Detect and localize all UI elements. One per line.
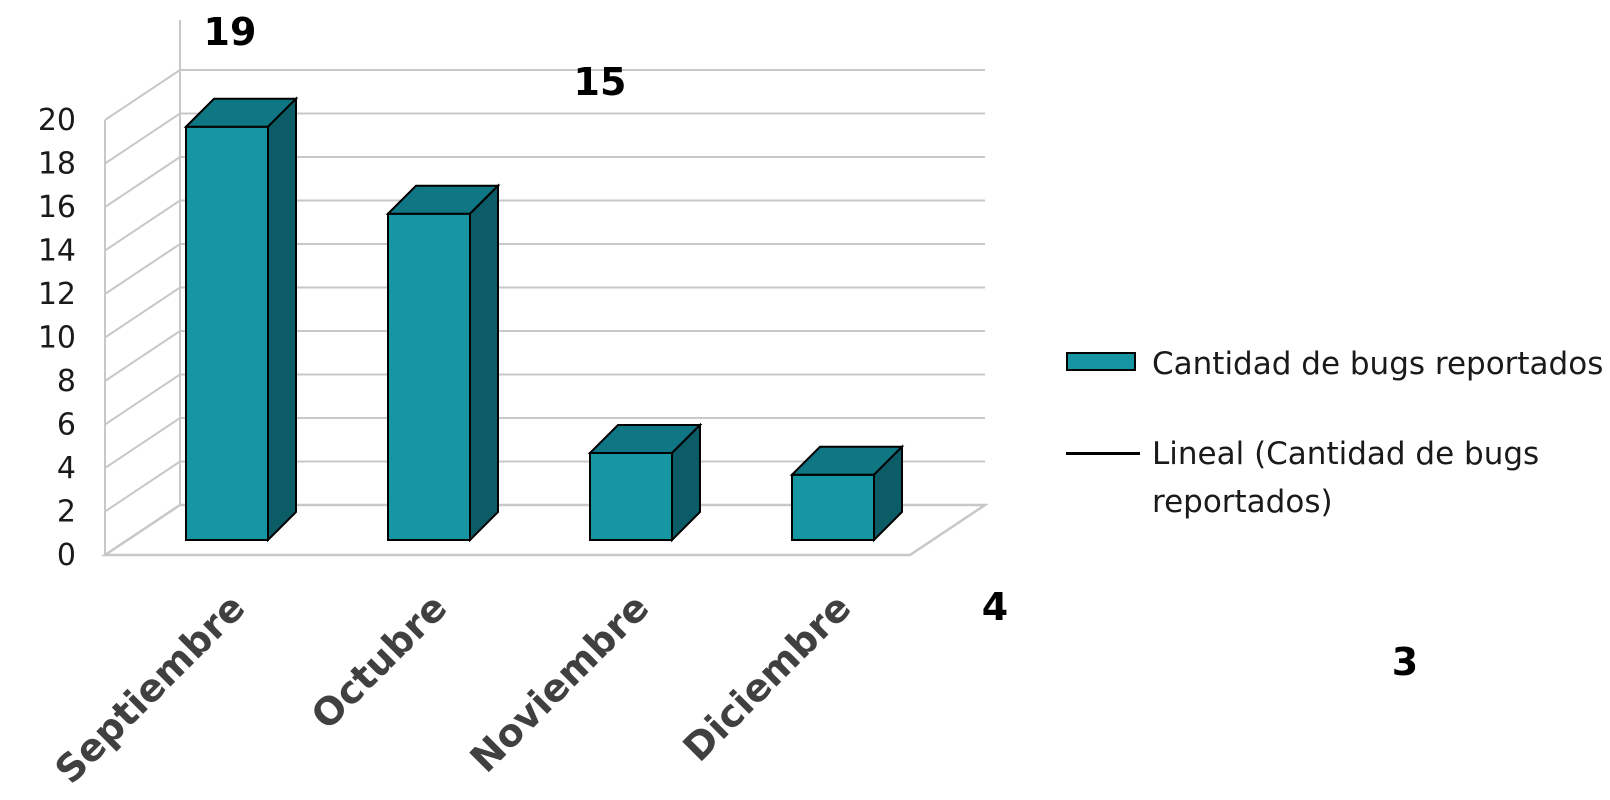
y-tick-label: 4 bbox=[57, 451, 76, 486]
bar-front bbox=[387, 212, 471, 541]
y-tick-label: 0 bbox=[57, 538, 76, 573]
x-tick-label: Septiembre bbox=[46, 585, 253, 792]
y-tick-label: 2 bbox=[57, 495, 76, 530]
bar-side bbox=[469, 183, 499, 543]
x-axis-labels: Septiembre Octubre Noviembre Diciembre bbox=[46, 585, 859, 792]
y-tick-label: 16 bbox=[38, 190, 76, 225]
y-tick-label: 14 bbox=[38, 234, 76, 269]
bar bbox=[385, 183, 501, 543]
bar-front bbox=[791, 473, 875, 541]
gridlines bbox=[104, 69, 985, 513]
bar bbox=[789, 444, 905, 543]
gridline-side bbox=[104, 243, 181, 295]
gridline-side bbox=[104, 373, 181, 426]
y-tick-label: 10 bbox=[38, 321, 76, 356]
data-labels: 19 15 4 3 bbox=[204, 10, 1419, 684]
data-label: 15 bbox=[574, 60, 627, 104]
y-axis-ticks: 0 2 4 6 8 10 12 14 16 18 20 bbox=[38, 103, 76, 573]
data-label: 19 bbox=[204, 10, 257, 54]
bar-side bbox=[267, 96, 297, 543]
gridline-side bbox=[104, 460, 181, 513]
floor bbox=[100, 503, 990, 557]
bar-front bbox=[185, 125, 269, 541]
gridline-side bbox=[104, 69, 181, 121]
bar bbox=[587, 422, 703, 543]
bar-side bbox=[873, 444, 903, 543]
legend-bar-label: Cantidad de bugs reportados bbox=[1152, 346, 1604, 382]
y-tick-label: 8 bbox=[57, 364, 76, 399]
x-tick-label: Diciembre bbox=[675, 585, 860, 770]
legend-line-label: Lineal (Cantidad de bugs reportados) bbox=[1152, 436, 1540, 520]
y-tick-label: 20 bbox=[38, 103, 76, 138]
gridline-side bbox=[104, 417, 181, 469]
bar-front bbox=[589, 452, 673, 541]
y-tick-label: 6 bbox=[57, 408, 76, 443]
legend-line-swatch bbox=[1066, 452, 1140, 455]
y-tick-label: 18 bbox=[38, 147, 76, 182]
gridline-side bbox=[104, 112, 181, 165]
data-label: 3 bbox=[1392, 640, 1418, 684]
bars bbox=[183, 96, 905, 543]
legend-item-bugs: Cantidad de bugs reportados bbox=[1066, 340, 1610, 388]
gridline-side bbox=[104, 199, 181, 252]
bar-side bbox=[671, 422, 701, 543]
gridline-side bbox=[104, 156, 181, 208]
gridline-side bbox=[104, 286, 181, 339]
x-tick-label: Noviembre bbox=[462, 585, 658, 781]
legend-bar-swatch bbox=[1066, 352, 1136, 371]
legend: Cantidad de bugs reportados Lineal (Cant… bbox=[1066, 340, 1610, 526]
legend-item-trendline: Lineal (Cantidad de bugs reportados) bbox=[1066, 430, 1610, 526]
bar bbox=[183, 96, 299, 543]
gridline-side bbox=[104, 330, 181, 382]
y-tick-label: 12 bbox=[38, 277, 76, 312]
x-tick-label: Octubre bbox=[303, 585, 456, 738]
data-label: 4 bbox=[982, 585, 1008, 629]
